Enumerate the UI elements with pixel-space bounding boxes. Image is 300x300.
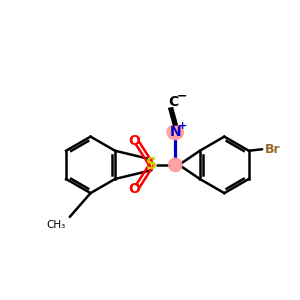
Ellipse shape: [167, 125, 183, 140]
Text: +: +: [178, 121, 187, 131]
Text: Br: Br: [265, 143, 281, 156]
Text: S: S: [146, 158, 157, 172]
Text: N: N: [169, 125, 181, 139]
Ellipse shape: [169, 158, 182, 172]
Text: O: O: [129, 182, 140, 196]
Text: −: −: [177, 89, 187, 102]
Text: O: O: [129, 134, 140, 148]
Text: CH₃: CH₃: [46, 220, 65, 230]
Text: C: C: [168, 95, 178, 110]
